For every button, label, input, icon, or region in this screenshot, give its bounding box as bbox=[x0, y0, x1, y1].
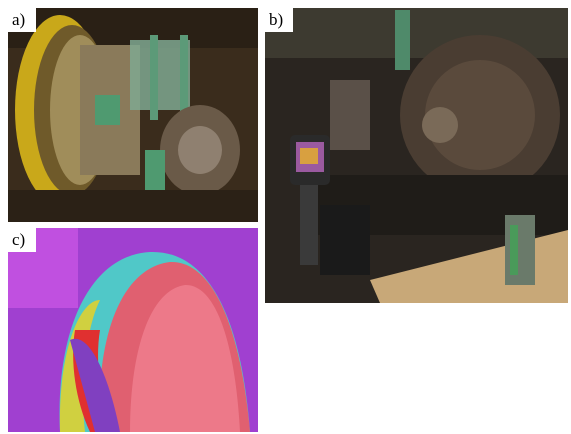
panel-label: b) bbox=[269, 10, 283, 29]
panel-label: c) bbox=[12, 230, 25, 249]
photo-c bbox=[8, 228, 258, 432]
photo-a bbox=[8, 8, 258, 222]
figure: a) b) c) bbox=[0, 0, 571, 434]
photo-b bbox=[265, 8, 568, 303]
panel-label: a) bbox=[12, 10, 25, 29]
